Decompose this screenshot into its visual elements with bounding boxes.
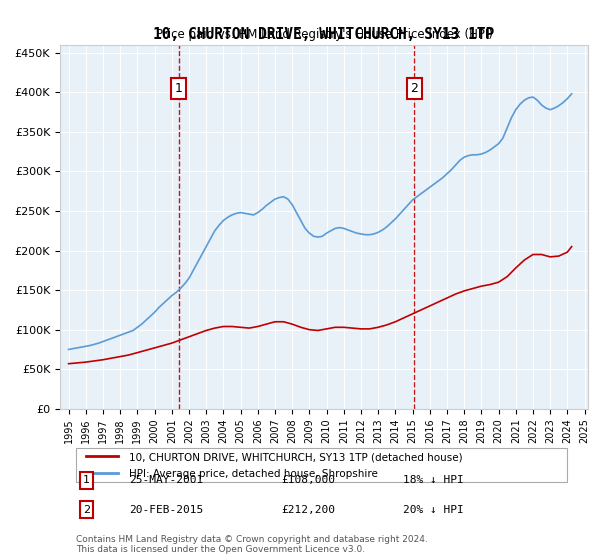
Text: 2: 2 (410, 82, 418, 95)
Text: Price paid vs. HM Land Registry's House Price Index (HPI): Price paid vs. HM Land Registry's House … (155, 28, 493, 41)
Text: 20-FEB-2015: 20-FEB-2015 (128, 505, 203, 515)
FancyBboxPatch shape (76, 448, 567, 482)
Title: 10, CHURTON DRIVE, WHITCHURCH, SY13 1TP: 10, CHURTON DRIVE, WHITCHURCH, SY13 1TP (154, 27, 494, 42)
Text: 18% ↓ HPI: 18% ↓ HPI (403, 475, 464, 485)
Text: Contains HM Land Registry data © Crown copyright and database right 2024.
This d: Contains HM Land Registry data © Crown c… (76, 535, 428, 554)
Text: £212,200: £212,200 (282, 505, 336, 515)
Text: 1: 1 (175, 82, 182, 95)
Text: 20% ↓ HPI: 20% ↓ HPI (403, 505, 464, 515)
Text: 25-MAY-2001: 25-MAY-2001 (128, 475, 203, 485)
Text: 10, CHURTON DRIVE, WHITCHURCH, SY13 1TP (detached house): 10, CHURTON DRIVE, WHITCHURCH, SY13 1TP … (128, 452, 462, 462)
Text: HPI: Average price, detached house, Shropshire: HPI: Average price, detached house, Shro… (128, 469, 377, 479)
Text: £108,000: £108,000 (282, 475, 336, 485)
Text: 1: 1 (83, 475, 90, 485)
Text: 2: 2 (83, 505, 90, 515)
